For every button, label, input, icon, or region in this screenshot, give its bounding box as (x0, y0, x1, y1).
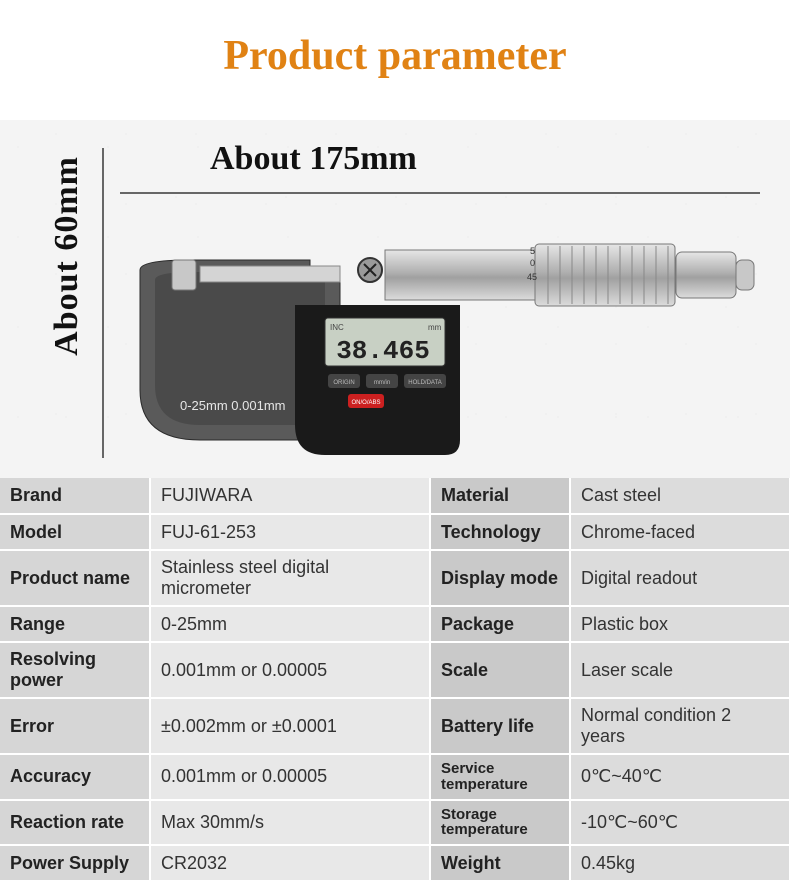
svg-text:0: 0 (530, 258, 535, 268)
spec-left-header: Power Supply (0, 845, 150, 881)
spec-left-value: Stainless steel digital micrometer (150, 550, 430, 606)
spec-right-value: Chrome-faced (570, 514, 790, 550)
frame-range-marking: 0-25mm 0.001mm (180, 398, 285, 413)
spec-right-header: Technology (430, 514, 570, 550)
spec-left-header: Error (0, 698, 150, 754)
spec-left-header: Model (0, 514, 150, 550)
svg-text:HOLD/DATA: HOLD/DATA (408, 380, 441, 386)
spec-right-value: Laser scale (570, 642, 790, 698)
spec-right-value: 0℃~40℃ (570, 754, 790, 800)
spec-left-header: Accuracy (0, 754, 150, 800)
page-title: Product parameter (0, 32, 790, 80)
spec-right-header: Battery life (430, 698, 570, 754)
height-dimension-line (102, 148, 104, 458)
spec-right-header: Display mode (430, 550, 570, 606)
spec-left-header: Brand (0, 478, 150, 514)
table-row: Range0-25mmPackagePlastic box (0, 606, 790, 642)
spec-right-value: Cast steel (570, 478, 790, 514)
spec-right-value: Plastic box (570, 606, 790, 642)
spec-left-value: ±0.002mm or ±0.0001 (150, 698, 430, 754)
spec-left-value: 0-25mm (150, 606, 430, 642)
spec-left-value: 0.001mm or 0.00005 (150, 754, 430, 800)
spec-right-header: Weight (430, 845, 570, 881)
spec-right-header: Package (430, 606, 570, 642)
svg-text:mm: mm (428, 323, 442, 332)
svg-text:5: 5 (530, 246, 535, 256)
width-dimension-label: About 175mm (210, 140, 417, 178)
spec-left-header: Reaction rate (0, 800, 150, 846)
spec-right-header: Service temperature (430, 754, 570, 800)
spec-left-header: Resolving power (0, 642, 150, 698)
spec-left-value: FUJ-61-253 (150, 514, 430, 550)
spec-left-value: 0.001mm or 0.00005 (150, 642, 430, 698)
spec-right-value: -10℃~60℃ (570, 800, 790, 846)
svg-text:mm/in: mm/in (374, 380, 390, 386)
table-row: Reaction rateMax 30mm/sStorage temperatu… (0, 800, 790, 846)
dimension-diagram: About 60mm About 175mm 5 0 45 (0, 120, 790, 478)
table-row: ModelFUJ-61-253TechnologyChrome-faced (0, 514, 790, 550)
spec-right-header: Scale (430, 642, 570, 698)
table-row: BrandFUJIWARAMaterialCast steel (0, 478, 790, 514)
table-row: Resolving power0.001mm or 0.00005ScaleLa… (0, 642, 790, 698)
table-row: Accuracy0.001mm or 0.00005Service temper… (0, 754, 790, 800)
micrometer-illustration: 5 0 45 INC mm 38.465 ORIGIN mm/in HOLD/D… (130, 210, 770, 470)
spec-right-header: Storage temperature (430, 800, 570, 846)
svg-text:45: 45 (527, 272, 537, 282)
spec-right-value: Normal condition 2 years (570, 698, 790, 754)
spec-left-header: Product name (0, 550, 150, 606)
height-dimension-label: About 60mm (48, 156, 86, 356)
table-row: Product nameStainless steel digital micr… (0, 550, 790, 606)
svg-text:INC: INC (330, 323, 344, 332)
table-row: Power SupplyCR2032Weight0.45kg (0, 845, 790, 881)
spec-left-value: Max 30mm/s (150, 800, 430, 846)
lcd-readout: 38.465 (336, 336, 430, 366)
spec-table: BrandFUJIWARAMaterialCast steelModelFUJ-… (0, 478, 790, 882)
title-area: Product parameter (0, 0, 790, 120)
spec-left-value: CR2032 (150, 845, 430, 881)
table-row: Error±0.002mm or ±0.0001Battery lifeNorm… (0, 698, 790, 754)
width-dimension-line (120, 192, 760, 194)
spec-right-header: Material (430, 478, 570, 514)
svg-text:ON/O/ABS: ON/O/ABS (351, 400, 380, 406)
spec-right-value: 0.45kg (570, 845, 790, 881)
spec-left-header: Range (0, 606, 150, 642)
svg-text:ORIGIN: ORIGIN (333, 380, 354, 386)
spec-table-body: BrandFUJIWARAMaterialCast steelModelFUJ-… (0, 478, 790, 881)
spec-left-value: FUJIWARA (150, 478, 430, 514)
spec-right-value: Digital readout (570, 550, 790, 606)
